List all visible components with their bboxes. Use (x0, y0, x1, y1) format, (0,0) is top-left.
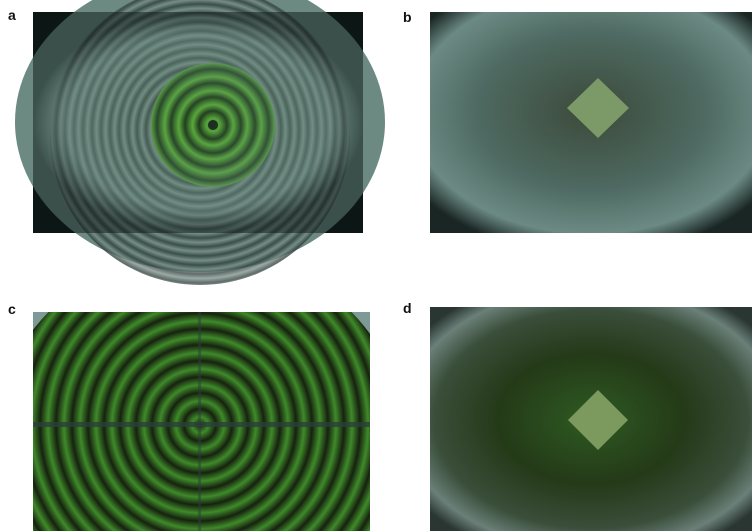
figure: a b c d (0, 0, 752, 531)
vignette (33, 12, 363, 233)
seam (198, 312, 201, 531)
seam (33, 422, 370, 427)
rings (33, 312, 370, 531)
panel-label: d (403, 300, 412, 316)
panel-label: a (8, 7, 16, 23)
panel-label: c (8, 301, 16, 317)
panel-c: c (8, 301, 370, 531)
panel-b: b (403, 9, 752, 233)
panel-d: d (403, 300, 752, 531)
panel-a: a (8, 0, 385, 285)
panel-label: b (403, 9, 412, 25)
